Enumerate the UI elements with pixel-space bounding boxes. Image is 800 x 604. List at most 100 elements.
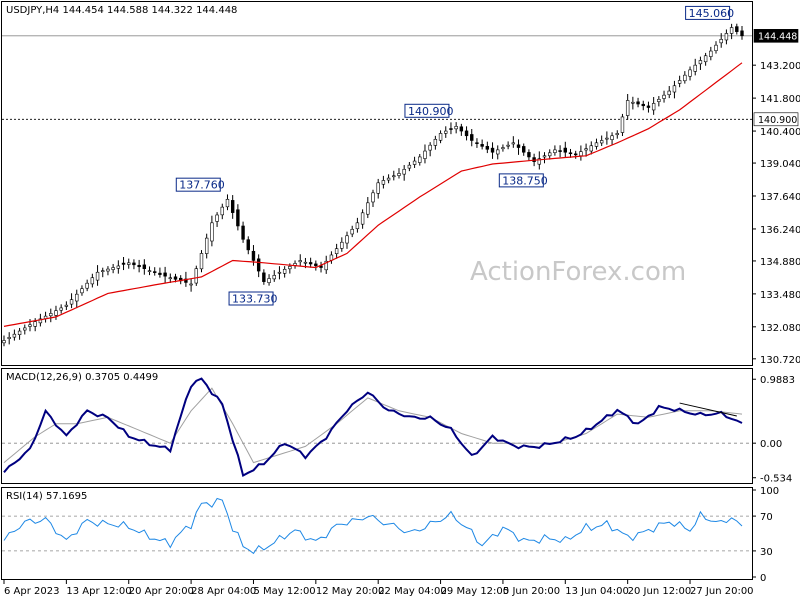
price-tick-label: 139.040 xyxy=(760,159,800,170)
macd-layer xyxy=(2,377,752,477)
candle-body xyxy=(173,276,178,280)
candle-body xyxy=(636,101,640,105)
candle-body xyxy=(381,180,386,185)
rsi-tick-label: 0 xyxy=(760,573,766,584)
candle-body xyxy=(59,307,63,311)
rsi-tick-label: 30 xyxy=(760,547,773,558)
candle-body xyxy=(563,147,567,153)
candle-body xyxy=(625,100,630,116)
candle-body xyxy=(80,288,84,294)
rsi-tick-label: 70 xyxy=(760,512,773,523)
rsi-panel-title: RSI(14) 57.1695 xyxy=(6,491,87,502)
candle-body xyxy=(418,156,422,163)
candle-body xyxy=(615,133,619,136)
candle-body xyxy=(371,192,375,203)
candle-body xyxy=(729,27,734,34)
candle-body xyxy=(111,267,115,270)
macd-trendline xyxy=(679,402,737,417)
candle-body xyxy=(288,266,292,270)
candle-body xyxy=(189,283,193,286)
candle-body xyxy=(631,101,635,104)
candle-body xyxy=(158,272,162,275)
candle-body xyxy=(360,212,365,225)
candle-body xyxy=(459,126,464,132)
price-layer: 145.060 140.900 138.750 137.760 133.730 xyxy=(2,5,752,347)
price-annotation-box xyxy=(228,291,274,306)
price-tick-label: 137.640 xyxy=(760,192,800,203)
candle-body xyxy=(334,248,339,254)
candle-body xyxy=(132,262,136,266)
x-tick-label: 29 May 12:00 xyxy=(441,586,510,597)
candle-body xyxy=(69,299,74,305)
price-annotation-label: 138.750 xyxy=(502,174,547,187)
candle-body xyxy=(194,268,198,284)
price-tick-label: 140.400 xyxy=(760,127,800,138)
candle-body xyxy=(147,270,152,272)
x-tick-label: 5 May 12:00 xyxy=(253,586,315,597)
candle-body xyxy=(308,262,313,265)
candle-body xyxy=(735,26,739,32)
candle-body xyxy=(33,321,37,327)
candle-body xyxy=(667,90,671,96)
candle-body xyxy=(714,44,718,51)
candle-body xyxy=(319,265,323,268)
price-tick-label: 141.800 xyxy=(760,94,800,105)
candle-body xyxy=(558,150,562,152)
rsi-layer xyxy=(2,497,752,555)
candle-body xyxy=(703,55,708,63)
candle-body xyxy=(709,50,713,57)
candle-body xyxy=(2,340,6,344)
candle-body xyxy=(303,261,308,264)
candle-body xyxy=(444,130,448,134)
candle-body xyxy=(740,30,744,37)
candle-body xyxy=(683,74,687,82)
x-tick-label: 12 May 20:00 xyxy=(316,586,385,597)
candle-body xyxy=(345,235,349,244)
candle-body xyxy=(573,153,578,156)
macd-line xyxy=(3,377,743,477)
candle-body xyxy=(49,313,53,317)
price-annotation-label: 140.900 xyxy=(408,105,454,118)
candle-body xyxy=(241,225,245,240)
candle-body xyxy=(553,149,557,153)
rsi-tick-label: 100 xyxy=(760,486,779,497)
candle-body xyxy=(246,239,250,251)
candle-body xyxy=(267,278,271,283)
candle-body xyxy=(355,222,360,230)
price-annotation-box xyxy=(404,103,450,118)
candle-body xyxy=(236,209,240,227)
candle-body xyxy=(423,150,427,159)
candle-body xyxy=(277,271,282,274)
candle-body xyxy=(568,152,573,155)
macd-tick-label: 0.9883 xyxy=(760,375,795,386)
x-tick-label: 13 Apr 12:00 xyxy=(66,586,131,597)
candle-body xyxy=(605,137,609,140)
x-tick-label: 5 Jun 20:00 xyxy=(503,586,560,597)
candle-body xyxy=(646,105,651,108)
macd-signal-line xyxy=(3,387,743,464)
candle-body xyxy=(215,214,219,222)
candle-body xyxy=(470,134,474,141)
candle-body xyxy=(251,250,256,261)
candle-body xyxy=(516,144,521,148)
candle-body xyxy=(256,258,261,272)
price-annotation-box xyxy=(175,177,221,192)
candle-body xyxy=(506,144,510,147)
candle-body xyxy=(101,270,105,272)
candle-body xyxy=(620,116,625,133)
candle-body xyxy=(464,130,469,137)
price-tick-label: 132.080 xyxy=(760,323,800,334)
candle-body xyxy=(314,263,318,267)
candle-body xyxy=(366,202,370,215)
candle-body xyxy=(485,145,490,150)
price-panel-title: USDJPY,H4 144.454 144.588 144.322 144.44… xyxy=(6,5,237,16)
x-tick-label: 27 Jun 20:00 xyxy=(690,586,754,597)
candle-body xyxy=(496,149,500,155)
macd-tick-label: -0.534 xyxy=(760,474,792,485)
candle-body xyxy=(12,333,17,338)
candle-body xyxy=(85,282,89,289)
candle-body xyxy=(688,69,692,77)
candle-body xyxy=(522,146,526,153)
candle-body xyxy=(693,64,697,72)
candle-body xyxy=(90,277,95,285)
